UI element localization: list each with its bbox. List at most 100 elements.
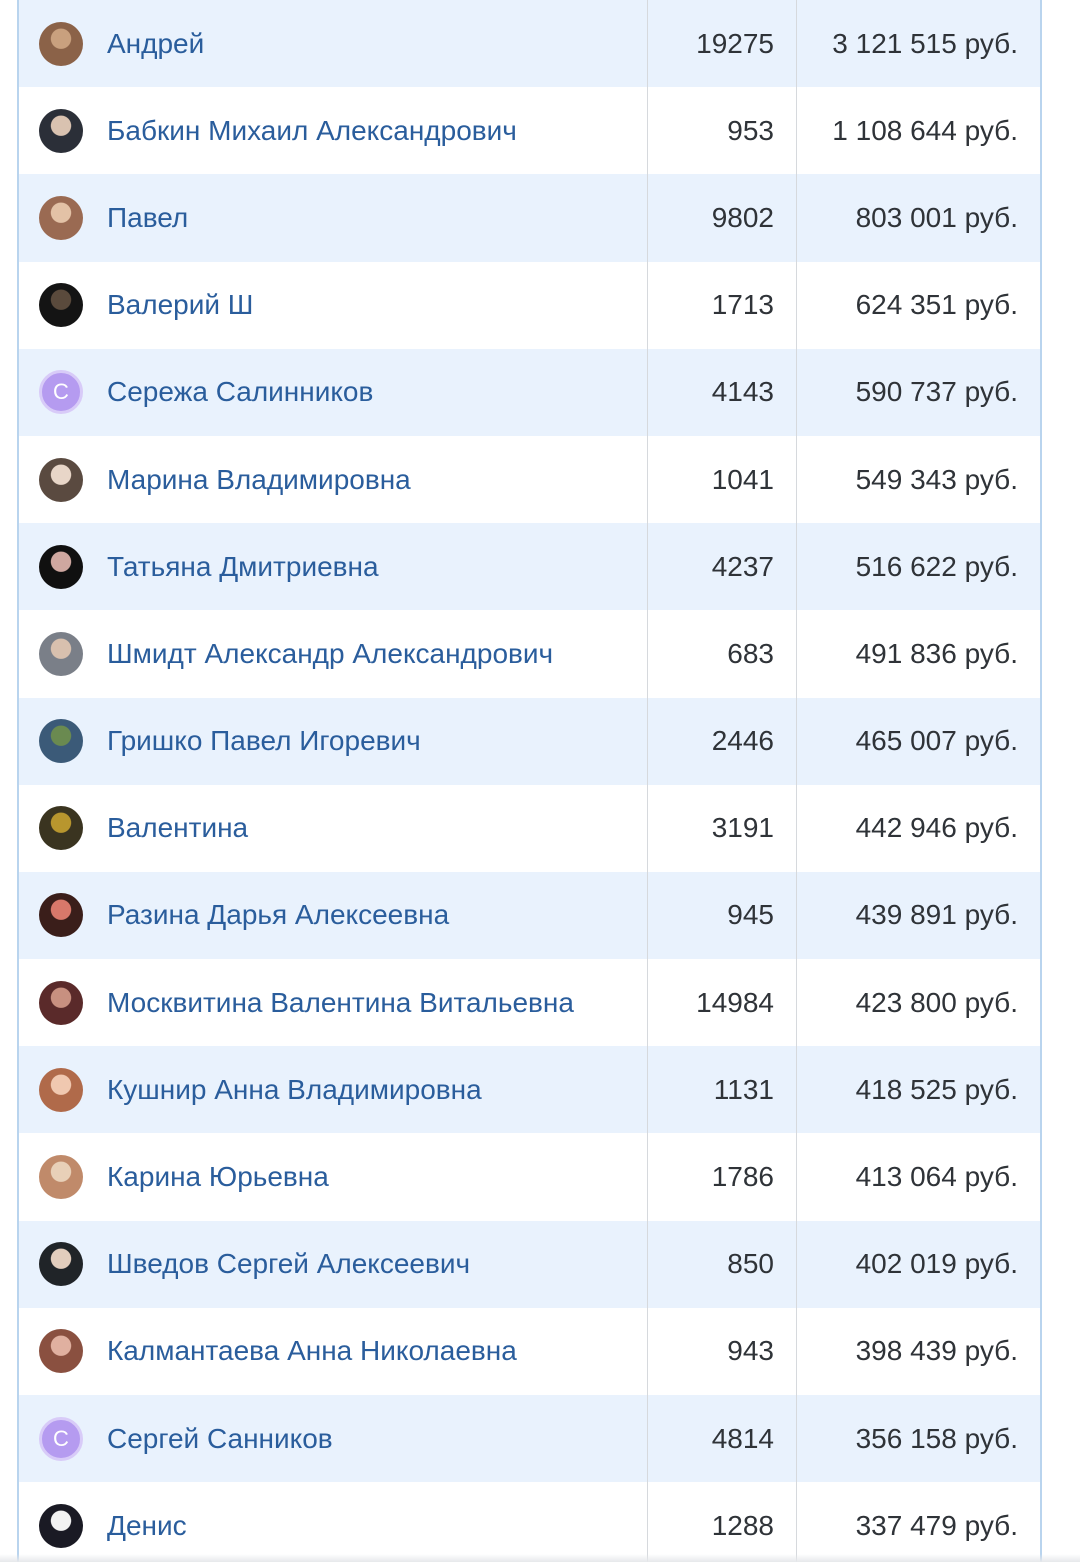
user-avatar-photo[interactable] <box>39 719 83 764</box>
count-cell: 4143 <box>648 348 797 436</box>
name-cell: Татьяна Дмитриевна <box>19 523 648 611</box>
sum-cell: 356 158 руб. <box>855 1422 1018 1454</box>
count-cell: 953 <box>648 87 797 175</box>
sum-cell: 423 800 руб. <box>855 986 1018 1018</box>
name-cell: Денис <box>19 1482 648 1562</box>
count-cell: 3191 <box>648 784 797 872</box>
user-name-link[interactable]: Кушнир Анна Владимировна <box>107 1073 482 1105</box>
sum-cell: 465 007 руб. <box>855 725 1018 757</box>
user-name-link[interactable]: Павел <box>107 201 189 233</box>
user-name-link[interactable]: Валентина <box>107 812 249 844</box>
user-name-link[interactable]: Карина Юрьевна <box>107 1161 329 1193</box>
name-cell: Гришко Павел Игоревич <box>19 697 648 785</box>
sum-cell: 516 622 руб. <box>855 550 1018 582</box>
letter-avatar[interactable]: С <box>39 370 83 415</box>
name-cell: С Сергей Санников <box>19 1395 648 1483</box>
user-name-link[interactable]: Татьяна Дмитриевна <box>107 550 379 582</box>
count-cell: 850 <box>648 1220 797 1308</box>
sum-cell: 413 064 руб. <box>855 1161 1018 1193</box>
user-avatar-photo[interactable] <box>39 631 83 676</box>
count-cell: 1713 <box>648 261 797 349</box>
count-cell: 1288 <box>648 1482 797 1562</box>
user-avatar-photo[interactable] <box>39 457 83 502</box>
user-name-link[interactable]: Разина Дарья Алексеевна <box>107 899 450 931</box>
name-cell: Шмидт Александр Александрович <box>19 610 648 698</box>
name-cell: Кушнир Анна Владимировна <box>19 1046 648 1134</box>
user-name-link[interactable]: Андрей <box>107 27 205 59</box>
user-name-link[interactable]: Сергей Санников <box>107 1422 333 1454</box>
count-cell: 1041 <box>648 435 797 524</box>
user-avatar-photo[interactable] <box>39 544 83 589</box>
name-cell: Марина Владимировна <box>19 435 648 524</box>
name-cell: Бабкин Михаил Александрович <box>19 87 648 175</box>
table-row: Разина Дарья Алексеевна 945 439 891 руб. <box>19 871 1040 960</box>
user-name-link[interactable]: Шмидт Александр Александрович <box>107 637 554 669</box>
table-row: Кушнир Анна Владимировна 1131 418 525 руб. <box>19 1046 1040 1134</box>
user-name-link[interactable]: Марина Владимировна <box>107 463 411 495</box>
sum-cell: 337 479 руб. <box>855 1509 1018 1541</box>
count-cell: 4237 <box>648 523 797 611</box>
bottom-edge-shadow <box>0 1554 1080 1562</box>
table-row: Бабкин Михаил Александрович 953 1 108 644 … <box>19 87 1040 175</box>
user-avatar-photo[interactable] <box>39 806 83 851</box>
name-cell: Шведов Сергей Алексеевич <box>19 1220 648 1308</box>
user-avatar-photo[interactable] <box>39 1067 83 1112</box>
sum-cell: 590 737 руб. <box>855 376 1018 408</box>
name-cell: Калмантаева Анна Николаевна <box>19 1307 648 1395</box>
table-row: Карина Юрьевна 1786 413 064 руб. <box>19 1133 1040 1221</box>
count-cell: 2446 <box>648 697 797 785</box>
table-row: Валентина 3191 442 946 руб. <box>19 784 1040 872</box>
user-avatar-photo[interactable] <box>39 1329 83 1374</box>
sum-cell: 803 001 руб. <box>855 201 1018 233</box>
table-row: С Сережа Салинников 4143 590 737 руб. <box>19 348 1040 436</box>
count-cell: 943 <box>648 1307 797 1395</box>
user-avatar-photo[interactable] <box>39 21 83 66</box>
table-row: Татьяна Дмитриевна 4237 516 622 руб. <box>19 523 1040 611</box>
table-row: Андрей 19275 3 121 515 руб. <box>19 0 1040 88</box>
table-row: Шмидт Александр Александрович 683 491 836 … <box>19 610 1040 698</box>
user-name-link[interactable]: Сережа Салинников <box>107 376 374 408</box>
user-name-link[interactable]: Бабкин Михаил Александрович <box>107 114 517 146</box>
user-avatar-photo[interactable] <box>39 1155 83 1200</box>
count-cell: 4814 <box>648 1395 797 1483</box>
table-row: Калмантаева Анна Николаевна 943 398 439 ру… <box>19 1307 1040 1395</box>
user-avatar-photo[interactable] <box>39 108 83 153</box>
table-row: С Сергей Санников 4814 356 158 руб. <box>19 1395 1040 1483</box>
user-avatar-photo[interactable] <box>39 1503 83 1548</box>
name-cell: Андрей <box>19 0 648 88</box>
name-cell: Валерий Ш <box>19 261 648 349</box>
count-cell: 1131 <box>648 1046 797 1134</box>
letter-avatar[interactable]: С <box>39 1416 83 1461</box>
name-cell: Карина Юрьевна <box>19 1133 648 1221</box>
table-row: Павел 9802 803 001 руб. <box>19 174 1040 262</box>
avatar-letter: С <box>53 379 69 405</box>
user-avatar-photo[interactable] <box>39 283 83 328</box>
count-cell: 14984 <box>648 959 797 1047</box>
count-cell: 9802 <box>648 174 797 262</box>
table-row: Гришко Павел Игоревич 2446 465 007 руб. <box>19 697 1040 785</box>
user-avatar-photo[interactable] <box>39 1242 83 1287</box>
user-name-link[interactable]: Калмантаева Анна Николаевна <box>107 1335 517 1367</box>
user-avatar-photo[interactable] <box>39 980 83 1025</box>
table-row: Денис 1288 337 479 руб. <box>19 1482 1040 1562</box>
user-name-link[interactable]: Денис <box>107 1509 187 1541</box>
user-avatar-photo[interactable] <box>39 893 83 938</box>
table-row: Шведов Сергей Алексеевич 850 402 019 руб. <box>19 1220 1040 1308</box>
sum-cell: 418 525 руб. <box>855 1073 1018 1105</box>
user-name-link[interactable]: Гришко Павел Игоревич <box>107 725 421 757</box>
table-body: Андрей 19275 3 121 515 руб. Бабкин Михаил А… <box>19 0 1040 1562</box>
sum-cell: 549 343 руб. <box>855 463 1018 495</box>
avatar-letter: С <box>53 1425 69 1451</box>
name-cell: Павел <box>19 174 648 262</box>
count-cell: 683 <box>648 610 797 698</box>
user-name-link[interactable]: Москвитина Валентина Витальевна <box>107 986 574 1018</box>
sum-cell: 398 439 руб. <box>855 1335 1018 1367</box>
user-name-link[interactable]: Шведов Сергей Алексеевич <box>107 1248 471 1280</box>
leaderboard-table: Андрей 19275 3 121 515 руб. Бабкин Михаил А… <box>17 0 1042 1562</box>
user-name-link[interactable]: Валерий Ш <box>107 289 254 321</box>
sum-cell: 402 019 руб. <box>855 1248 1018 1280</box>
user-avatar-photo[interactable] <box>39 195 83 240</box>
name-cell: Москвитина Валентина Витальевна <box>19 959 648 1047</box>
name-cell: Разина Дарья Алексеевна <box>19 871 648 960</box>
sum-cell: 442 946 руб. <box>855 812 1018 844</box>
